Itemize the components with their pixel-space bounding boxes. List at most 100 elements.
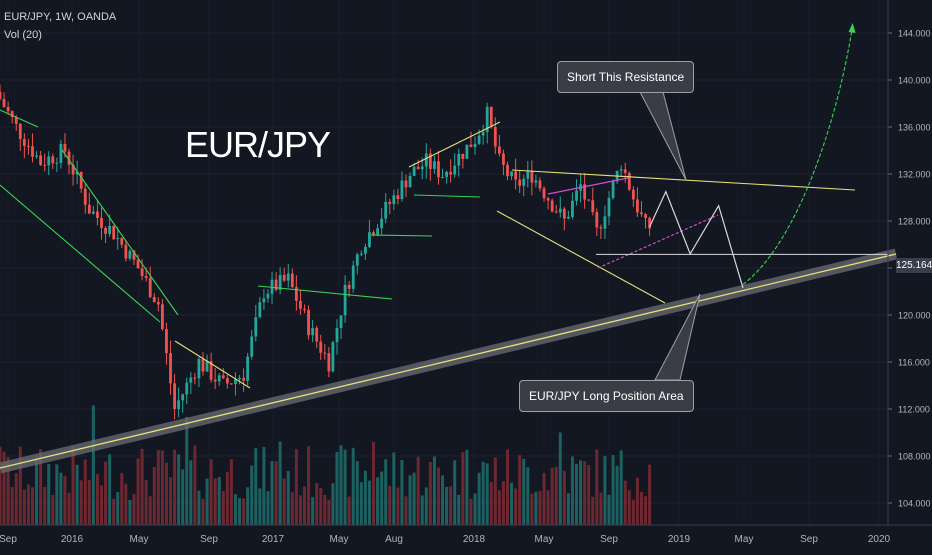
candle-body — [63, 143, 67, 152]
candle-body — [497, 146, 501, 154]
volume-bar — [477, 472, 481, 525]
candle-body — [161, 304, 164, 330]
volume-bar — [461, 452, 465, 525]
candle-body — [550, 200, 554, 212]
candle-body — [104, 228, 107, 234]
candle-body — [177, 400, 181, 410]
candle-body — [294, 287, 298, 301]
candle-body — [469, 144, 473, 148]
candle-body — [258, 302, 262, 318]
x-tick-label: Sep — [600, 534, 618, 545]
candle-body — [542, 188, 546, 199]
magenta-wedge-top — [547, 177, 629, 195]
volume-bar — [185, 416, 189, 525]
candle-body — [83, 188, 87, 205]
volume-bar — [116, 491, 120, 525]
candle-body — [493, 127, 497, 147]
volume-bar — [26, 484, 30, 525]
volume-bar — [100, 485, 103, 525]
volume-bar — [43, 487, 47, 525]
volume-bar — [315, 483, 319, 525]
candle-body — [558, 208, 562, 213]
candle-body — [96, 211, 99, 218]
volume-bar — [225, 471, 229, 525]
volume-bar — [607, 494, 611, 525]
volume-bar — [347, 496, 351, 525]
volume-bar — [197, 490, 201, 525]
volume-bar — [627, 490, 631, 525]
volume-bar — [290, 492, 294, 525]
volume-bar — [384, 459, 388, 525]
volume-bar — [294, 449, 298, 525]
volume-bar — [583, 461, 587, 525]
volume-bar — [282, 478, 286, 525]
volume-bar — [388, 485, 392, 525]
candle-body — [18, 123, 22, 139]
candle-body — [526, 170, 530, 179]
candle-body — [262, 298, 266, 303]
green-trendline — [0, 109, 39, 128]
volume-bar — [95, 474, 99, 525]
volume-bar — [39, 449, 43, 525]
candle-body — [173, 383, 176, 410]
volume-bar — [156, 450, 160, 525]
volume-bar — [201, 498, 205, 525]
candle-body — [205, 361, 209, 372]
short-resistance-callout: Short This Resistance — [557, 61, 695, 93]
volume-bar — [258, 488, 262, 525]
volume-bar — [566, 493, 570, 525]
candle-body — [327, 353, 331, 372]
volume-bar — [217, 477, 221, 525]
y-tick-label: 136.000 — [898, 123, 931, 133]
x-tick-label: Sep — [200, 534, 218, 545]
candle-body — [607, 198, 611, 217]
volume-bar — [449, 486, 453, 525]
candle-body — [489, 106, 493, 128]
volume-bar — [335, 451, 339, 525]
candle-body — [631, 189, 635, 200]
volume-bar — [298, 495, 302, 525]
volume-bar — [554, 466, 558, 525]
candle-body — [31, 146, 34, 157]
candle-body — [217, 375, 221, 382]
candle-body — [43, 165, 47, 167]
volume-bar — [392, 452, 396, 525]
volume-bar — [526, 467, 530, 525]
volume-bar — [367, 480, 371, 525]
candle-body — [100, 217, 103, 229]
candle-body — [485, 106, 489, 132]
volume-bar — [380, 471, 384, 525]
x-tick-label: Sep — [0, 534, 17, 545]
volume-bar — [522, 458, 526, 525]
candle-body — [246, 356, 250, 381]
candle-body — [2, 98, 6, 107]
volume-bar — [506, 449, 509, 525]
volume-bar — [408, 475, 412, 525]
volume-bar — [209, 459, 213, 525]
candle-body — [55, 162, 59, 164]
candle-body — [108, 225, 112, 234]
volume-bar — [160, 450, 164, 525]
volume-bar — [71, 446, 75, 525]
volume-bar — [205, 478, 209, 525]
volume-bar — [619, 450, 623, 525]
volume-bar — [639, 491, 643, 525]
y-tick-label: 108.000 — [898, 452, 931, 462]
volume-bar — [404, 496, 408, 525]
candle-body — [234, 379, 237, 384]
volume-bar — [2, 451, 6, 525]
volume-bar — [307, 446, 311, 525]
volume-bar — [79, 480, 83, 525]
candle-body — [538, 180, 542, 189]
candle-body — [506, 164, 509, 177]
volume-bar — [51, 495, 55, 525]
candle-body — [351, 265, 355, 289]
candle-body — [112, 225, 116, 239]
candle-body — [303, 308, 306, 311]
candle-body — [396, 195, 400, 200]
volume-bar — [497, 490, 501, 525]
y-tick-label: 104.000 — [898, 499, 931, 509]
